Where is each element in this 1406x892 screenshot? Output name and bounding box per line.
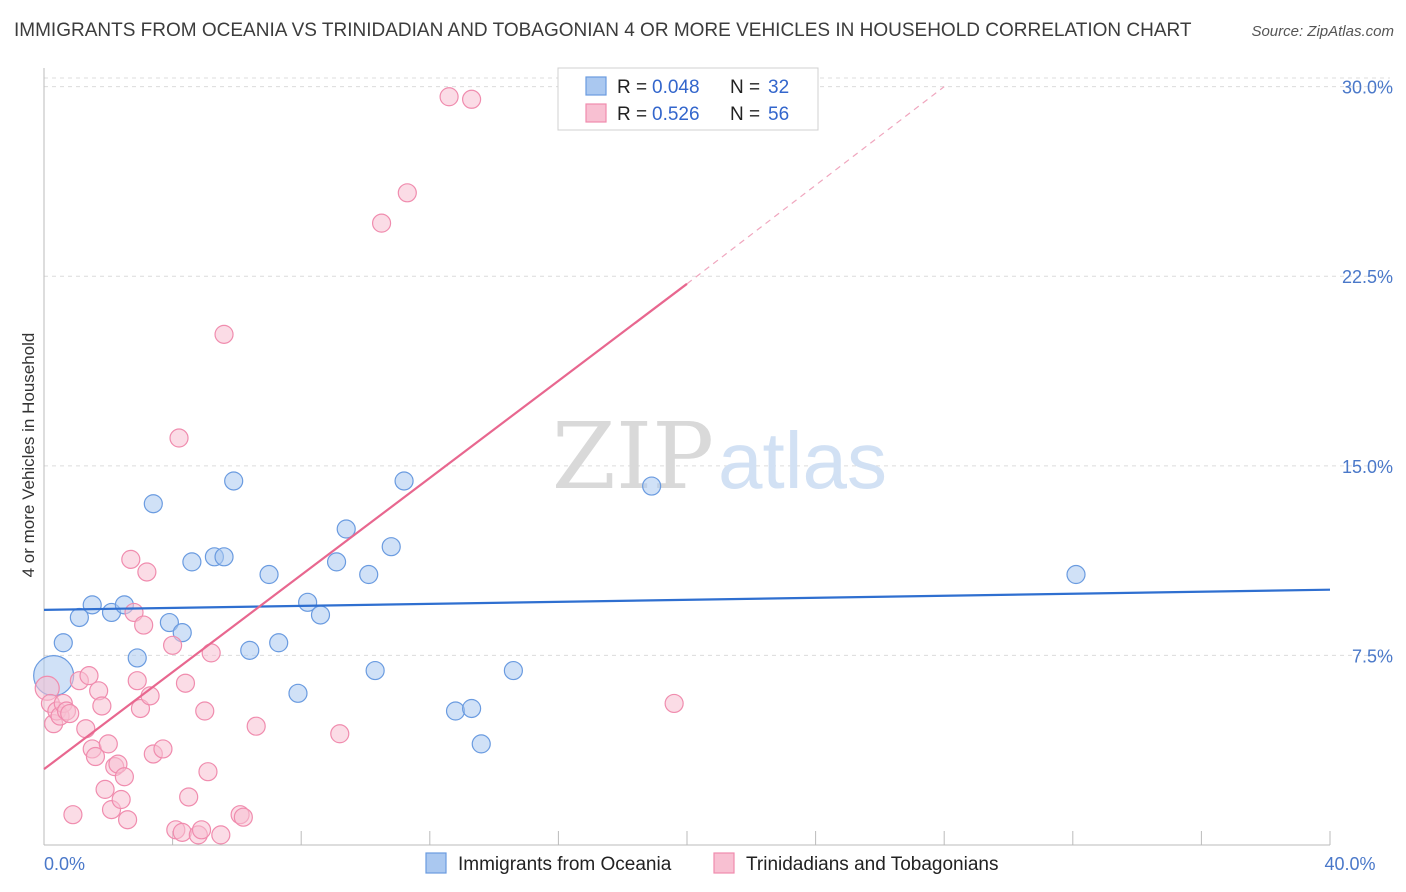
point-trinidad	[179, 787, 199, 807]
point-oceania	[394, 471, 414, 491]
y-tick-label: 22.5%	[1342, 267, 1393, 287]
legend-n-label: N =	[730, 104, 760, 125]
point-oceania	[336, 519, 356, 539]
legend-n-label: N =	[730, 77, 760, 98]
point-trinidad	[172, 822, 192, 842]
x-tick-label: 40.0%	[1324, 854, 1375, 874]
point-oceania	[159, 612, 179, 633]
point-oceania	[240, 640, 260, 660]
point-trinidad	[233, 807, 253, 827]
series-legend-label: Immigrants from Oceania	[458, 854, 672, 875]
point-oceania	[326, 552, 347, 572]
series-legend-swatch	[713, 852, 735, 874]
grid-lines	[44, 77, 1390, 656]
point-trinidad	[246, 716, 266, 736]
point-oceania	[359, 564, 379, 585]
point-oceania	[503, 660, 523, 681]
y-axis-label: 4 or more Vehicles in Household	[19, 333, 38, 578]
y-tick-label: 7.5%	[1352, 646, 1393, 666]
trend-lines	[43, 86, 1331, 771]
point-trinidad	[111, 789, 131, 810]
point-oceania	[642, 476, 662, 496]
point-trinidad	[169, 428, 189, 448]
point-trinidad	[191, 820, 212, 840]
point-trinidad	[127, 671, 147, 691]
point-oceania	[127, 648, 147, 668]
point-oceania	[461, 698, 482, 719]
point-oceania	[82, 595, 102, 615]
source-credit: Source: ZipAtlas.com	[1251, 23, 1394, 40]
legend-n-value: 56	[768, 104, 789, 125]
point-trinidad	[198, 762, 218, 782]
point-trinidad	[130, 698, 151, 719]
trend-line-oceania	[43, 588, 1331, 612]
point-oceania	[172, 623, 192, 643]
legend-swatch	[585, 103, 607, 123]
legend-r-label: R =	[617, 104, 647, 125]
point-trinidad	[163, 635, 183, 655]
point-trinidad	[664, 693, 684, 714]
point-trinidad	[134, 615, 154, 635]
x-tick-label: 0.0%	[44, 854, 85, 874]
point-trinidad	[137, 562, 157, 582]
point-trinidad	[121, 549, 141, 569]
point-oceania	[224, 471, 244, 491]
point-trinidad	[397, 183, 417, 203]
point-oceania	[365, 660, 385, 681]
series-legend-label: Trinidadians and Tobagonians	[746, 854, 998, 875]
series-legend: Immigrants from Oceania Trinidadians and …	[425, 852, 998, 875]
legend-r-value: 0.048	[652, 77, 700, 98]
watermark: ZIP atlas	[552, 403, 887, 510]
point-trinidad	[117, 810, 138, 830]
point-oceania	[1066, 564, 1086, 585]
point-trinidad	[371, 213, 392, 233]
point-trinidad	[214, 324, 234, 344]
watermark-zip: ZIP	[552, 403, 714, 510]
data-points	[33, 87, 1086, 845]
trend-line-trinidad	[43, 282, 688, 771]
point-oceania	[182, 552, 202, 572]
point-trinidad	[76, 719, 96, 739]
point-trinidad	[63, 805, 83, 825]
point-trinidad	[153, 739, 173, 759]
series-legend-swatch	[425, 852, 447, 874]
point-trinidad	[85, 746, 106, 767]
legend-swatch	[585, 76, 607, 96]
point-trinidad	[92, 696, 112, 716]
point-trinidad	[211, 825, 231, 845]
chart-title: IMMIGRANTS FROM OCEANIA VS TRINIDADIAN A…	[14, 20, 1192, 41]
point-trinidad	[95, 779, 115, 799]
legend-n-value: 32	[768, 77, 789, 98]
point-trinidad	[175, 673, 196, 693]
point-trinidad	[60, 703, 80, 724]
point-trinidad	[98, 734, 118, 754]
point-trinidad	[439, 87, 459, 107]
point-trinidad	[461, 89, 482, 109]
point-oceania	[143, 494, 163, 514]
tick-labels: 7.5% 15.0% 22.5% 30.0% 0.0% 40.0%	[44, 78, 1393, 874]
point-trinidad	[79, 666, 99, 686]
y-tick-label: 15.0%	[1342, 457, 1393, 477]
point-oceania	[445, 701, 466, 721]
point-trinidad	[195, 701, 215, 721]
stats-legend: R = 0.048 N = 32 R = 0.526 N = 56	[557, 67, 819, 131]
axes	[43, 68, 1331, 846]
point-oceania	[214, 547, 234, 567]
point-trinidad	[330, 724, 350, 744]
legend-r-label: R =	[617, 77, 647, 98]
point-oceania	[288, 683, 308, 703]
legend-r-value: 0.526	[652, 104, 700, 125]
point-oceania	[259, 564, 279, 585]
y-tick-label: 30.0%	[1342, 78, 1393, 98]
point-oceania	[471, 734, 491, 754]
point-oceania	[381, 537, 401, 557]
point-oceania	[269, 633, 289, 653]
point-oceania	[310, 605, 331, 625]
point-oceania	[53, 633, 73, 653]
watermark-atlas: atlas	[718, 416, 887, 505]
point-trinidad	[114, 767, 134, 787]
